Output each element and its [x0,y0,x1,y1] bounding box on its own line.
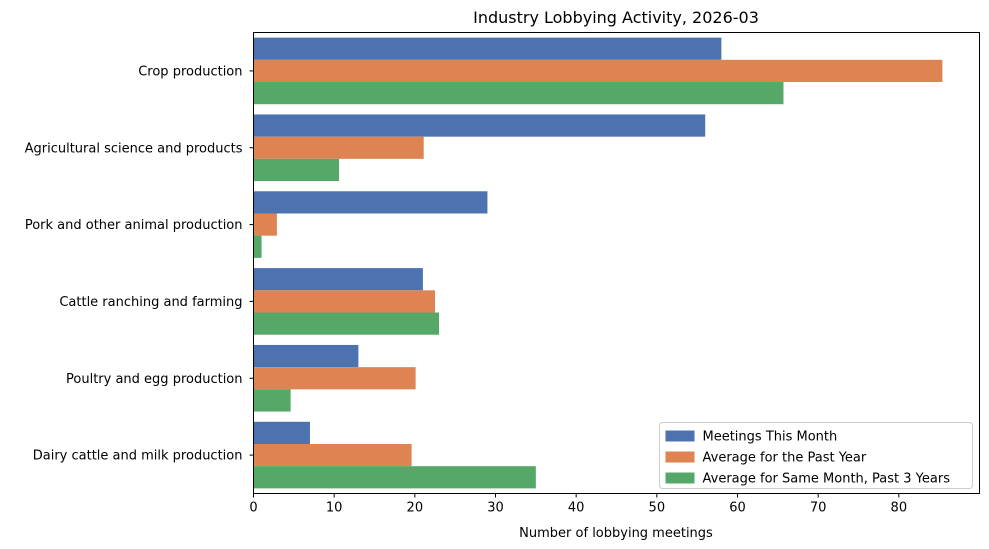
bar [253,82,784,105]
x-tick-label: 30 [487,501,504,516]
bar [253,37,722,60]
bars-layer [253,37,943,489]
legend: Meetings This Month Average for the Past … [659,422,973,489]
bar [253,268,423,291]
y-tick-label: Dairy cattle and milk production [33,449,243,464]
x-tick-label: 10 [326,501,343,516]
y-tick-label: Agricultural science and products [25,141,243,156]
x-tick-label: 80 [891,501,908,516]
y-axis-ticks: Crop production Agricultural science and … [25,64,254,464]
y-tick-label: Crop production [138,64,242,79]
plot-frame [253,32,980,494]
bar [253,213,277,236]
bar [253,191,488,214]
bar [253,344,359,368]
bar [253,389,291,412]
legend-label: Average for Same Month, Past 3 Years [703,472,951,487]
bar [253,466,536,489]
legend-label: Meetings This Month [703,430,838,445]
y-tick-label: Poultry and egg production [66,372,242,387]
x-axis-label: Number of lobbying meetings [519,526,713,541]
legend-swatch [665,472,695,484]
x-tick-label: 40 [568,501,585,516]
bar [253,367,416,390]
legend-swatch [665,451,695,463]
x-tick-label: 60 [729,501,746,516]
x-tick-label: 20 [407,501,424,516]
bar [253,421,310,444]
bar [253,59,943,83]
legend-swatch [665,430,695,442]
chart-title: Industry Lobbying Activity, 2026-03 [473,8,759,27]
bar [253,290,435,313]
bar [253,158,340,182]
x-axis-ticks: 0 10 20 30 40 50 60 70 80 [249,493,908,516]
bar [253,312,440,335]
y-tick-label: Cattle ranching and farming [59,295,242,310]
x-tick-label: 70 [810,501,827,516]
bar [253,114,706,137]
x-tick-label: 50 [649,501,666,516]
legend-box [659,422,973,489]
y-tick-label: Pork and other animal production [25,218,243,233]
x-tick-label: 0 [249,501,257,516]
bar [253,136,424,159]
bar [253,235,262,258]
legend-label: Average for the Past Year [703,451,867,466]
bar [253,443,412,467]
